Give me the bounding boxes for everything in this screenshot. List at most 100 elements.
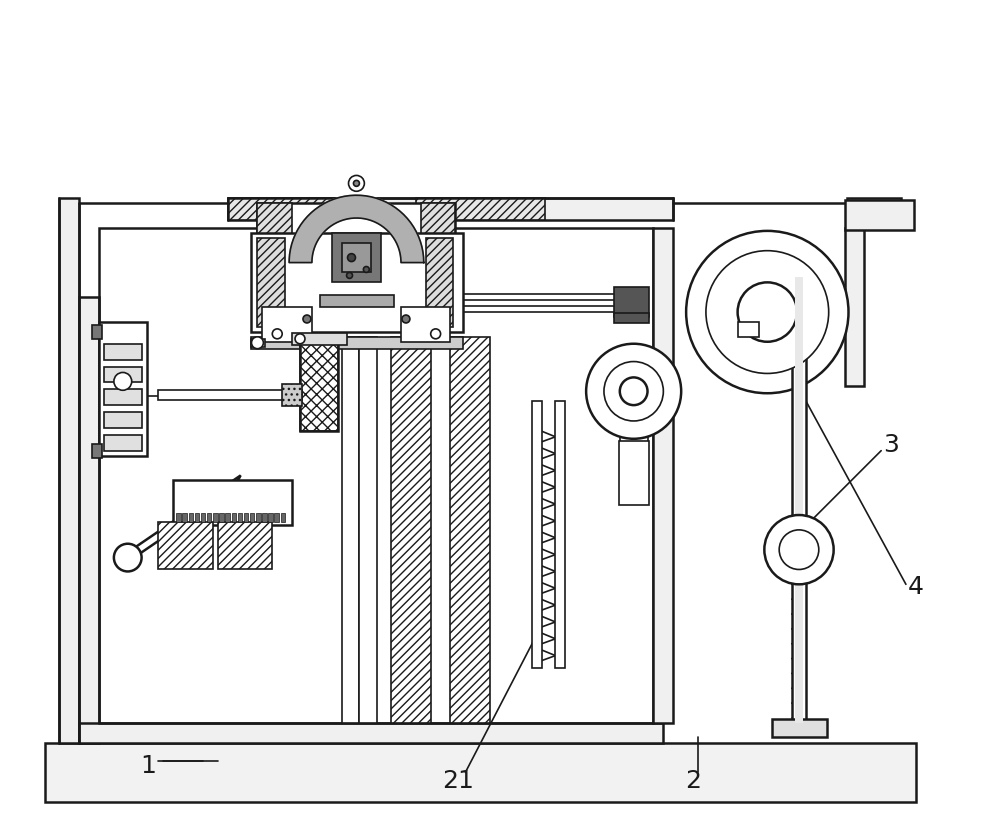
Circle shape (353, 181, 359, 187)
Circle shape (295, 334, 305, 344)
Bar (332, 233, 381, 283)
Bar (421, 204, 455, 238)
Bar (228, 199, 356, 221)
Bar (218, 522, 272, 570)
Circle shape (764, 516, 834, 584)
Bar (45, 743, 916, 803)
Bar (426, 238, 453, 328)
Bar (795, 278, 803, 723)
Circle shape (586, 344, 681, 439)
Bar (176, 513, 181, 522)
Bar (251, 339, 265, 347)
Bar (201, 513, 205, 522)
Bar (238, 513, 242, 522)
Circle shape (604, 362, 663, 421)
Text: 3: 3 (883, 432, 899, 456)
Bar (189, 513, 193, 522)
Polygon shape (289, 196, 424, 263)
Bar (250, 513, 254, 522)
Bar (207, 513, 211, 522)
Circle shape (402, 316, 410, 324)
Bar (99, 228, 653, 723)
Circle shape (347, 273, 352, 279)
Bar (401, 308, 450, 343)
Bar (532, 401, 542, 669)
Circle shape (431, 329, 441, 339)
Bar (251, 233, 463, 333)
Bar (738, 323, 759, 338)
Circle shape (779, 530, 819, 570)
Circle shape (738, 283, 797, 343)
Bar (251, 338, 463, 349)
Bar (92, 444, 102, 458)
Bar (845, 228, 864, 387)
Bar (158, 390, 302, 400)
Bar (195, 513, 199, 522)
Bar (281, 513, 285, 522)
Bar (79, 298, 99, 743)
Bar (104, 412, 142, 428)
Bar (257, 204, 292, 238)
Bar (300, 343, 338, 431)
Bar (182, 513, 187, 522)
Bar (104, 344, 142, 360)
Bar (225, 513, 230, 522)
Bar (847, 199, 901, 228)
Circle shape (303, 316, 311, 324)
Bar (232, 513, 236, 522)
Bar (257, 238, 285, 328)
Bar (416, 199, 545, 221)
Bar (450, 338, 490, 723)
Bar (359, 338, 377, 723)
Circle shape (706, 252, 829, 374)
Bar (262, 513, 267, 522)
Bar (79, 723, 663, 743)
Bar (282, 385, 302, 406)
Text: 2: 2 (685, 768, 701, 793)
Bar (257, 204, 455, 238)
Circle shape (686, 232, 848, 394)
Bar (173, 481, 292, 525)
Circle shape (348, 254, 355, 263)
Circle shape (272, 329, 282, 339)
Bar (262, 308, 312, 343)
Bar (555, 401, 565, 669)
Bar (619, 441, 649, 506)
Bar (653, 228, 673, 723)
Bar (268, 513, 273, 522)
Bar (342, 243, 371, 273)
Bar (320, 296, 394, 308)
Bar (274, 513, 279, 522)
Bar (256, 513, 261, 522)
Bar (158, 522, 213, 570)
Bar (391, 338, 431, 723)
Bar (219, 513, 224, 522)
Bar (244, 513, 248, 522)
Bar (342, 338, 359, 723)
Circle shape (114, 373, 132, 390)
Bar (772, 719, 827, 737)
Bar (104, 436, 142, 451)
Bar (614, 314, 649, 324)
Bar (104, 367, 142, 383)
Bar (104, 390, 142, 405)
Bar (99, 323, 147, 456)
Text: 1: 1 (141, 752, 156, 777)
Circle shape (620, 378, 648, 405)
Bar (792, 278, 806, 723)
Bar (59, 199, 79, 743)
Circle shape (363, 268, 369, 273)
Bar (213, 513, 218, 522)
Bar (228, 199, 673, 221)
Text: 21: 21 (442, 768, 474, 793)
Bar (300, 343, 338, 431)
Text: 4: 4 (908, 574, 924, 599)
Circle shape (114, 544, 142, 572)
Circle shape (251, 338, 263, 349)
Bar (292, 334, 347, 345)
Bar (614, 288, 649, 318)
Circle shape (349, 176, 364, 192)
Bar (845, 201, 914, 231)
Polygon shape (124, 476, 241, 565)
Bar (92, 325, 102, 339)
